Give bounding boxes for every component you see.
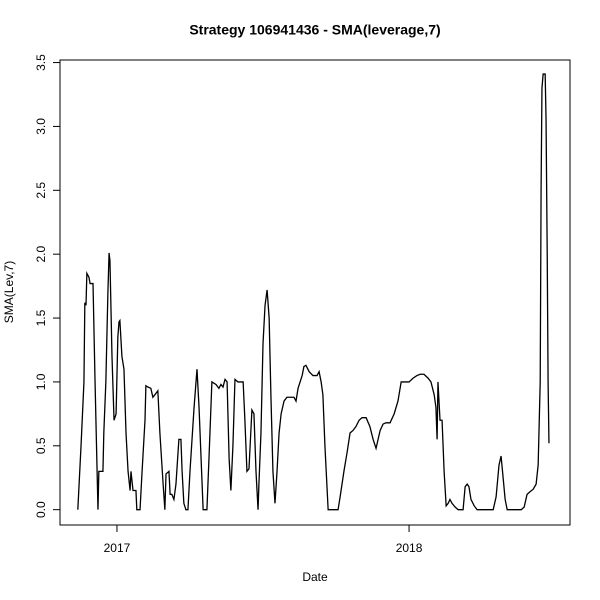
- y-tick-label: 3.5: [34, 54, 48, 71]
- x-tick-label: 2017: [104, 541, 131, 555]
- data-line: [77, 73, 550, 511]
- plot-box: [59, 59, 571, 526]
- y-tick-label: 1.5: [34, 309, 48, 326]
- x-axis-label: Date: [302, 570, 328, 584]
- y-tick-label: 2.0: [34, 246, 48, 263]
- y-tick-label: 3.0: [34, 118, 48, 135]
- y-axis-label: SMA(Lev,7): [2, 261, 16, 323]
- x-tick-label: 2018: [396, 541, 423, 555]
- y-tick-label: 0.5: [34, 437, 48, 454]
- y-tick-label: 2.5: [34, 182, 48, 199]
- chart-title: Strategy 106941436 - SMA(leverage,7): [189, 22, 440, 38]
- y-tick-label: 0.0: [34, 501, 48, 518]
- y-tick-label: 1.0: [34, 373, 48, 390]
